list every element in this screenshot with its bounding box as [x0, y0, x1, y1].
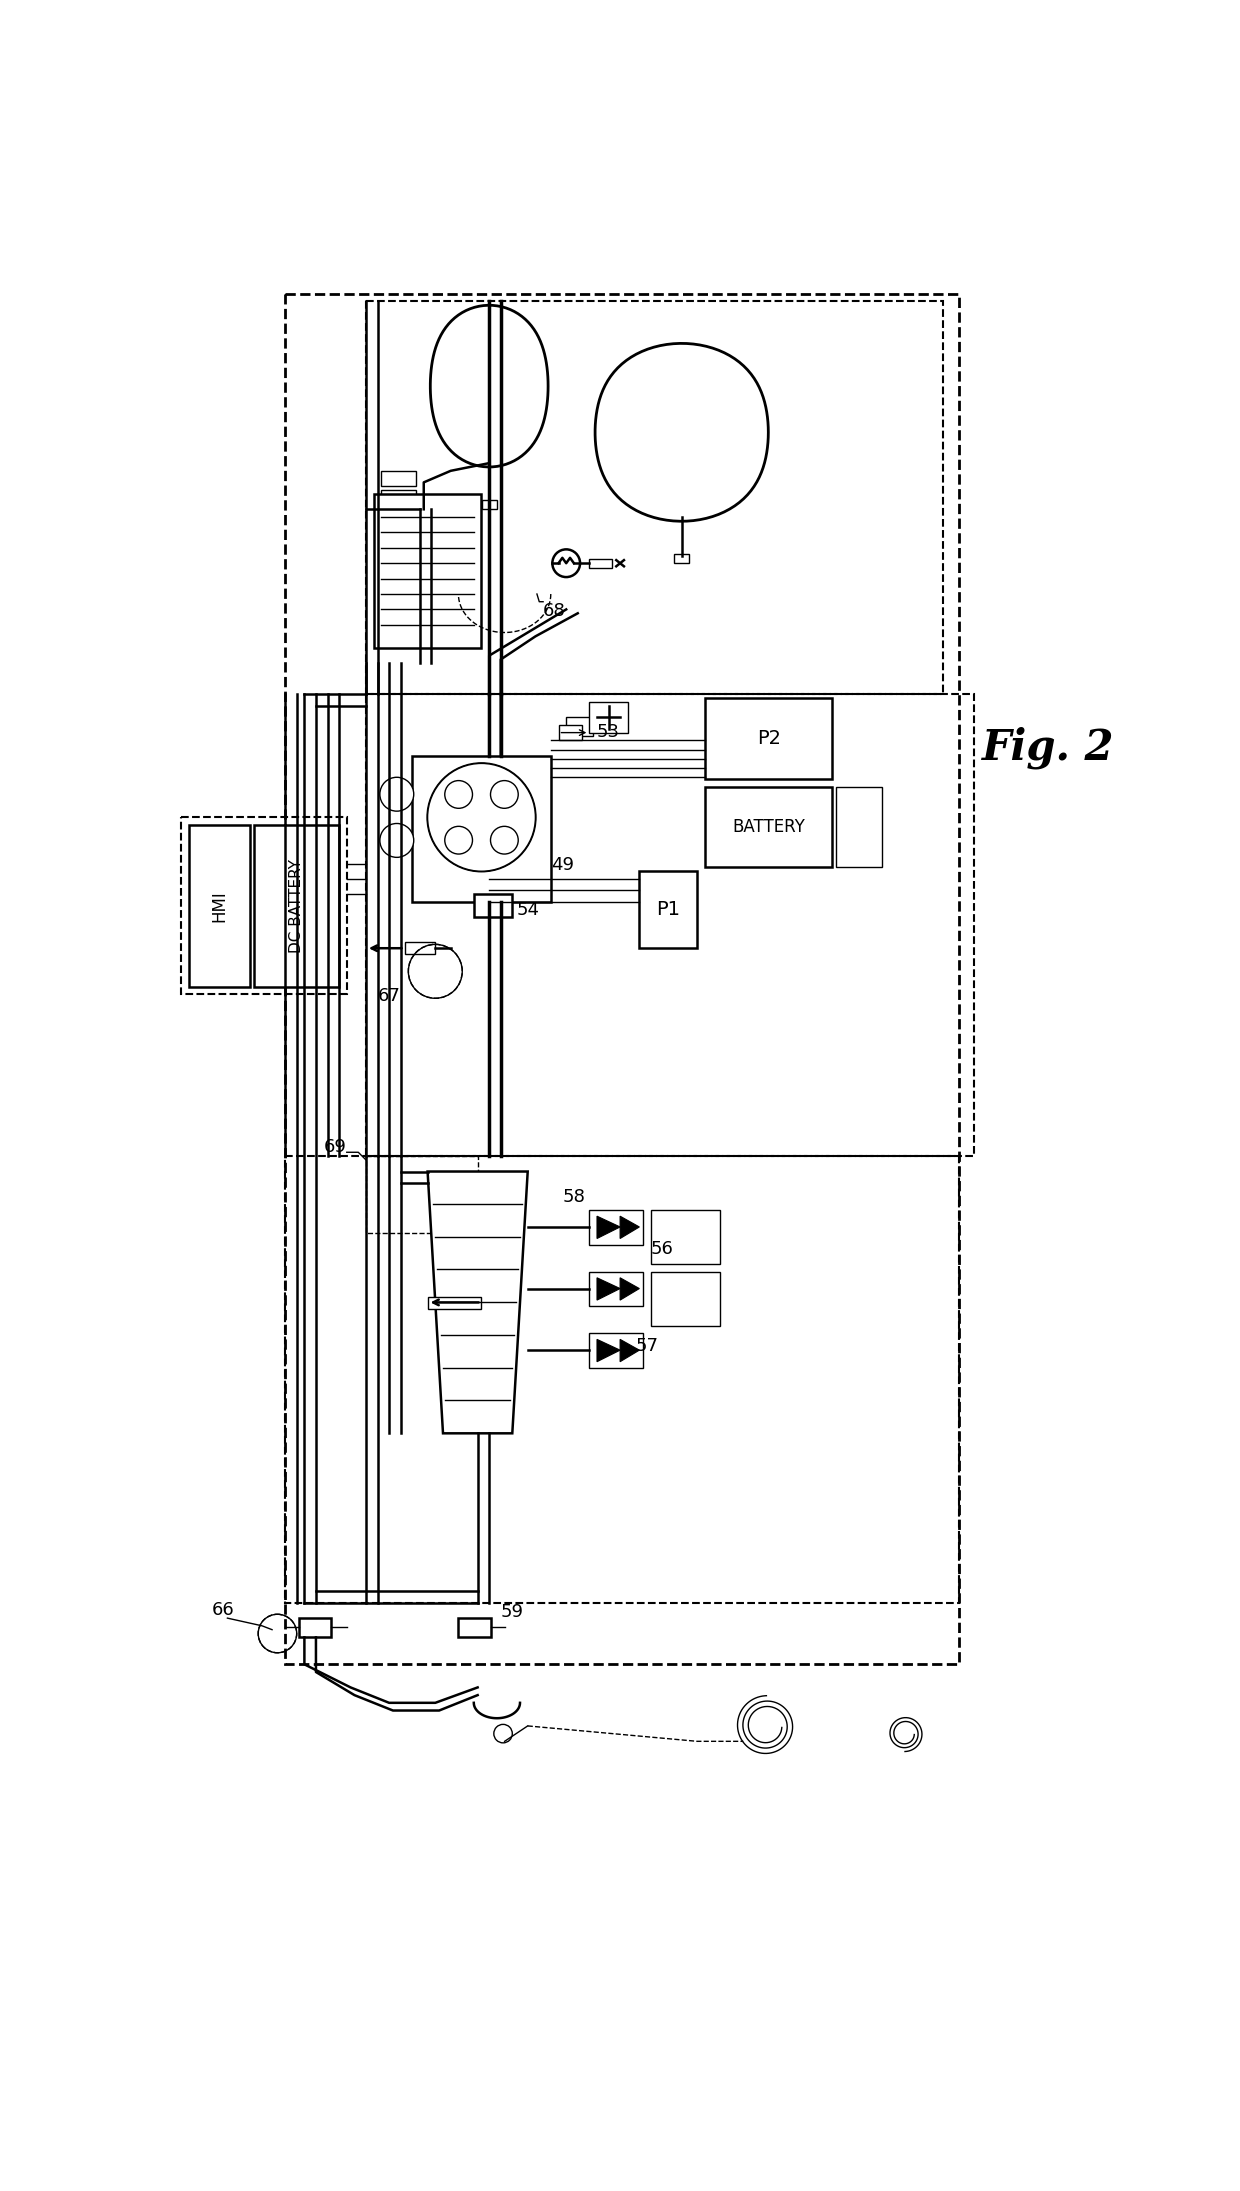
Text: HMI: HMI	[211, 890, 228, 922]
Bar	[366, 695, 975, 1157]
Polygon shape	[620, 1216, 640, 1238]
Text: BATTERY: BATTERY	[733, 817, 805, 835]
Circle shape	[491, 780, 518, 808]
Bar	[589, 1271, 644, 1306]
Text: 49: 49	[551, 857, 574, 874]
Polygon shape	[428, 1172, 528, 1433]
Bar	[704, 699, 832, 778]
Bar	[382, 491, 417, 504]
Text: 54: 54	[516, 901, 539, 918]
Bar	[474, 894, 512, 918]
Bar	[285, 294, 959, 1665]
Polygon shape	[596, 1277, 620, 1299]
Text: 53: 53	[596, 723, 620, 741]
Circle shape	[428, 762, 536, 872]
Text: DC BATTERY: DC BATTERY	[289, 859, 304, 953]
Circle shape	[379, 824, 414, 857]
Text: P1: P1	[656, 901, 680, 920]
Text: 57: 57	[635, 1337, 658, 1354]
Polygon shape	[595, 344, 769, 521]
Bar	[558, 725, 582, 741]
Bar	[373, 493, 481, 649]
Polygon shape	[430, 305, 548, 467]
Bar	[299, 1619, 331, 1637]
Text: 58: 58	[563, 1188, 585, 1207]
Circle shape	[428, 762, 536, 872]
Bar	[428, 1297, 481, 1308]
Bar	[412, 756, 551, 903]
Bar	[181, 817, 347, 995]
Bar	[481, 500, 497, 508]
Text: 66: 66	[212, 1602, 234, 1619]
Circle shape	[445, 826, 472, 854]
Text: 59: 59	[501, 1604, 523, 1621]
Text: 56: 56	[651, 1240, 673, 1258]
Bar	[404, 942, 435, 955]
Bar	[704, 787, 832, 868]
Text: 67: 67	[377, 986, 401, 1006]
Polygon shape	[596, 1216, 620, 1238]
Bar	[589, 1332, 644, 1367]
Circle shape	[379, 778, 414, 811]
Bar	[651, 1209, 720, 1264]
Text: 68: 68	[543, 603, 565, 620]
Polygon shape	[620, 1339, 640, 1363]
Circle shape	[494, 1724, 512, 1742]
Text: P2: P2	[756, 730, 781, 747]
Bar	[366, 1157, 477, 1234]
Text: 69: 69	[324, 1137, 347, 1157]
Bar	[836, 787, 882, 868]
Bar	[366, 302, 944, 695]
Bar	[675, 554, 689, 563]
Bar	[188, 826, 250, 986]
Circle shape	[491, 826, 518, 854]
Text: Fig. 2: Fig. 2	[982, 727, 1115, 769]
Bar	[567, 716, 593, 736]
Bar	[254, 826, 339, 986]
Polygon shape	[596, 1339, 620, 1363]
Bar	[589, 1209, 644, 1244]
Bar	[459, 1619, 491, 1637]
Bar	[651, 1271, 720, 1326]
Bar	[640, 872, 697, 949]
Bar	[589, 559, 613, 567]
Circle shape	[445, 780, 472, 808]
Bar	[285, 1157, 959, 1604]
Bar	[382, 471, 417, 486]
Circle shape	[552, 550, 580, 576]
Bar	[589, 701, 627, 732]
Polygon shape	[620, 1277, 640, 1299]
